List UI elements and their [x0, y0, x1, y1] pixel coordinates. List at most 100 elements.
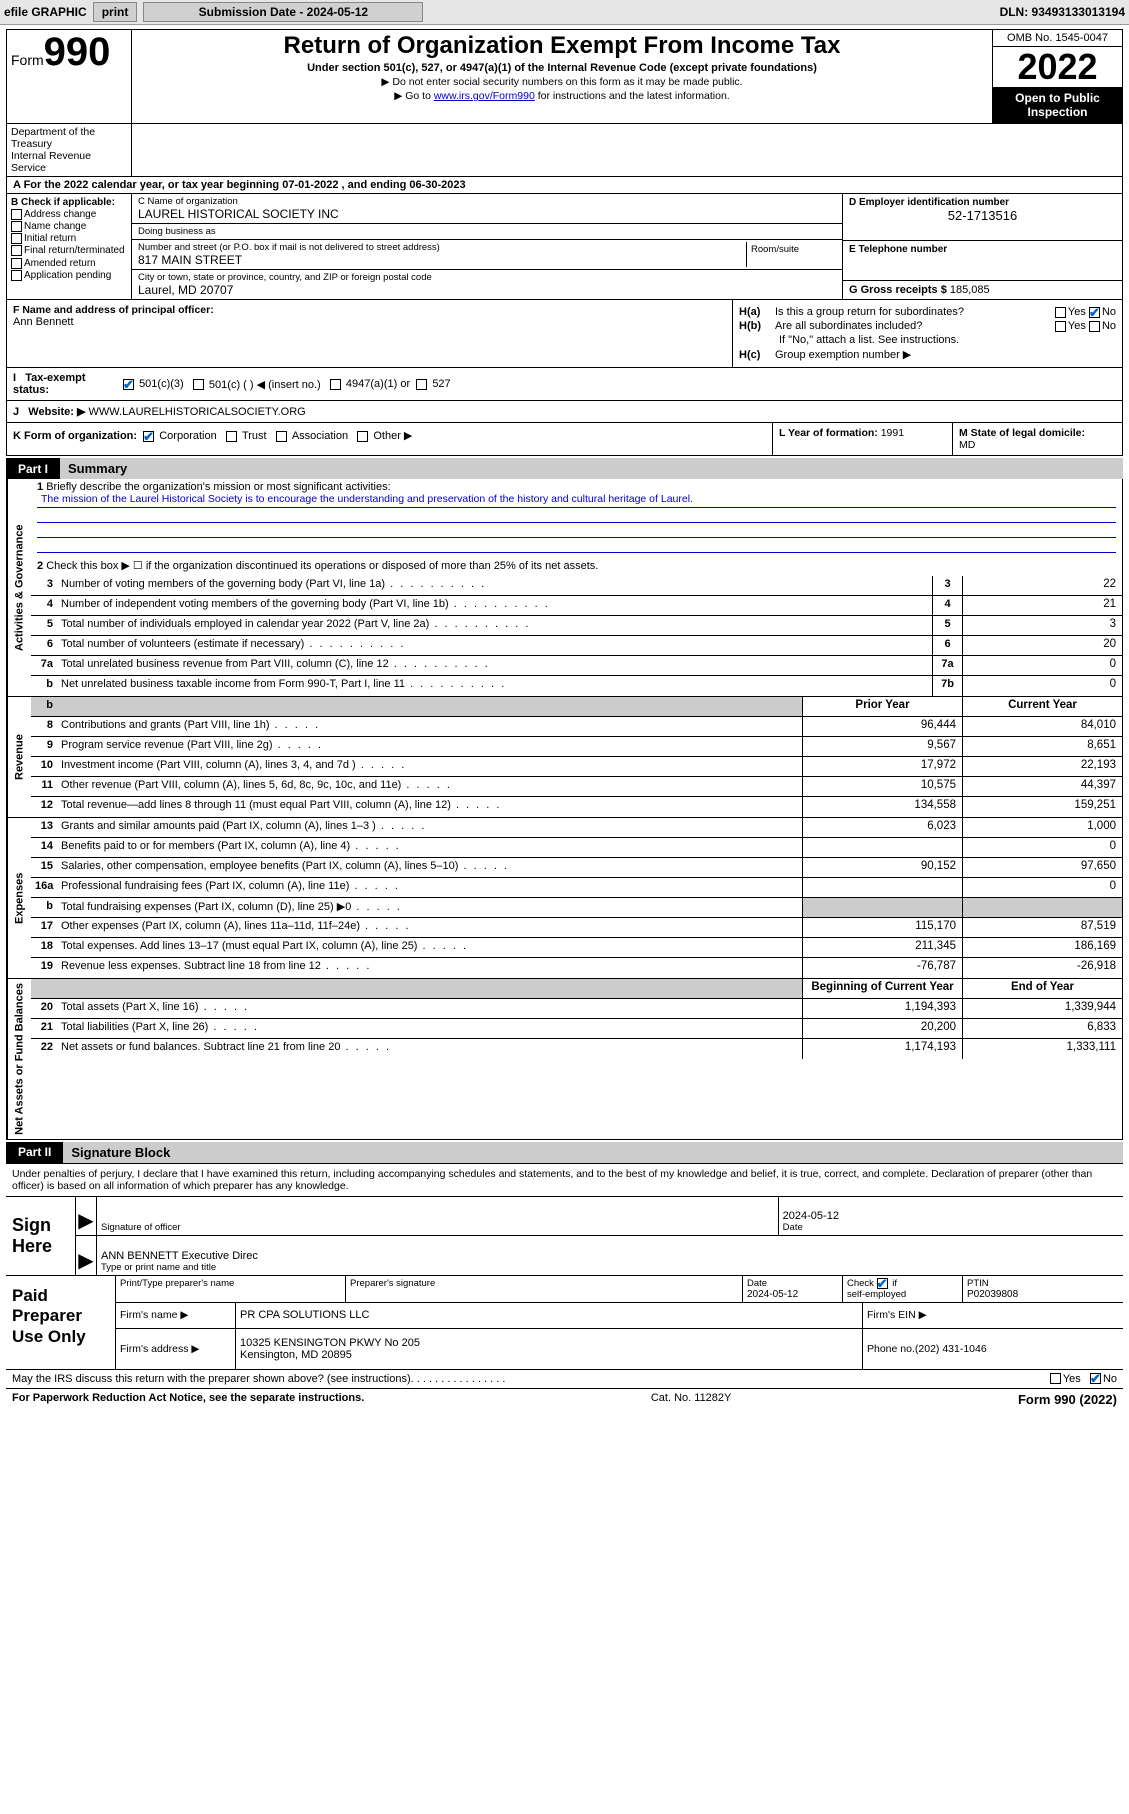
city-row: City or town, state or province, country… [132, 270, 842, 299]
cb-other[interactable] [357, 431, 368, 442]
paperwork-row: For Paperwork Reduction Act Notice, see … [6, 1389, 1123, 1410]
cb-501c[interactable] [193, 379, 204, 390]
prep-row-3: Firm's address ▶ 10325 KENSINGTON PKWY N… [116, 1329, 1123, 1369]
tax-year-begin: 07-01-2022 [282, 179, 338, 191]
city-value: Laurel, MD 20707 [138, 283, 836, 297]
summary-line-16a: 16aProfessional fundraising fees (Part I… [31, 878, 1122, 898]
ag-rows: 1 Briefly describe the organization's mi… [31, 479, 1122, 696]
firm-phone: Phone no. (202) 431-1046 [863, 1329, 1123, 1369]
h-a: H(a)Is this a group return for subordina… [739, 306, 1116, 318]
part2-num: Part II [6, 1142, 63, 1162]
revenue-block: Revenue b Prior Year Current Year 8Contr… [6, 697, 1123, 818]
discuss-yes[interactable] [1050, 1373, 1061, 1384]
summary-line-18: 18Total expenses. Add lines 13–17 (must … [31, 938, 1122, 958]
row-a: A For the 2022 calendar year, or tax yea… [6, 177, 1123, 194]
summary-line-5: 5Total number of individuals employed in… [31, 616, 1122, 636]
toolbar: efile GRAPHIC print Submission Date - 20… [0, 0, 1129, 25]
col-eoy: End of Year [962, 979, 1122, 998]
ein-value: 52-1713516 [849, 208, 1116, 223]
summary-line-3: 3Number of voting members of the governi… [31, 576, 1122, 596]
org-name: LAUREL HISTORICAL SOCIETY INC [138, 207, 836, 221]
dept-row: Department of the Treasury Internal Reve… [6, 124, 1123, 177]
cb-application-pending[interactable]: Application pending [11, 270, 127, 281]
part1-title: Summary [60, 458, 1123, 479]
website-value: WWW.LAURELHISTORICALSOCIETY.ORG [89, 406, 306, 418]
officer-name-row: ▶ ANN BENNETT Executive Direc Type or pr… [76, 1236, 1123, 1275]
submission-date-button[interactable]: Submission Date - 2024-05-12 [143, 2, 423, 22]
row-l: L Year of formation: 1991 [772, 423, 952, 455]
cb-4947[interactable] [330, 379, 341, 390]
nab-rows: Beginning of Current Year End of Year 20… [31, 979, 1122, 1139]
row-f-h: F Name and address of principal officer:… [6, 300, 1123, 368]
form-word: Form [11, 52, 44, 68]
irs-link[interactable]: www.irs.gov/Form990 [434, 90, 535, 102]
col-boy: Beginning of Current Year [802, 979, 962, 998]
part-2-header: Part II Signature Block [6, 1142, 1123, 1163]
cb-assoc[interactable] [276, 431, 287, 442]
summary-line-8: 8Contributions and grants (Part VIII, li… [31, 717, 1122, 737]
ha-no[interactable] [1089, 307, 1100, 318]
paid-preparer-table: Paid Preparer Use Only Print/Type prepar… [6, 1276, 1123, 1370]
city-label: City or town, state or province, country… [138, 272, 836, 283]
summary-line-6: 6Total number of volunteers (estimate if… [31, 636, 1122, 656]
ein-label: D Employer identification number [849, 197, 1116, 208]
section-b-through-g: B Check if applicable: Address change Na… [6, 194, 1123, 300]
form-body: Form990 Return of Organization Exempt Fr… [0, 25, 1129, 1414]
cb-501c3[interactable] [123, 379, 134, 390]
ha-yes[interactable] [1055, 307, 1066, 318]
row-m: M State of legal domicile:MD [952, 423, 1122, 455]
hb-note: If "No," attach a list. See instructions… [739, 334, 1116, 346]
gross-label: G Gross receipts $ [849, 284, 947, 296]
firm-name: PR CPA SOLUTIONS LLC [236, 1303, 863, 1328]
room-suite: Room/suite [746, 242, 836, 267]
print-button[interactable]: print [93, 2, 138, 22]
gross-value: 185,085 [950, 284, 990, 296]
hb-yes[interactable] [1055, 321, 1066, 332]
q1: 1 Briefly describe the organization's mi… [31, 479, 1122, 557]
instr-1: ▶ Do not enter social security numbers o… [138, 76, 986, 88]
part-1-header: Part I Summary [6, 458, 1123, 479]
dba-row: Doing business as [132, 224, 842, 240]
cb-initial-return[interactable]: Initial return [11, 233, 127, 244]
row-f: F Name and address of principal officer:… [7, 300, 732, 367]
net-assets-block: Net Assets or Fund Balances Beginning of… [6, 979, 1123, 1140]
activities-governance-block: Activities & Governance 1 Briefly descri… [6, 479, 1123, 697]
irs-discuss-row: May the IRS discuss this return with the… [6, 1370, 1123, 1389]
h-b: H(b)Are all subordinates included? Yes N… [739, 320, 1116, 332]
prep-row-2: Firm's name ▶ PR CPA SOLUTIONS LLC Firm'… [116, 1303, 1123, 1329]
cb-amended-return[interactable]: Amended return [11, 258, 127, 269]
summary-line-b: bTotal fundraising expenses (Part IX, co… [31, 898, 1122, 918]
cb-address-change[interactable]: Address change [11, 209, 127, 220]
cb-name-change[interactable]: Name change [11, 221, 127, 232]
row-h: H(a)Is this a group return for subordina… [732, 300, 1122, 367]
summary-line-12: 12Total revenue—add lines 8 through 11 (… [31, 797, 1122, 817]
mission-blank-2 [37, 523, 1116, 538]
addr-value: 817 MAIN STREET [138, 253, 746, 267]
cat-no: Cat. No. 11282Y [651, 1392, 732, 1407]
summary-line-14: 14Benefits paid to or for members (Part … [31, 838, 1122, 858]
summary-line-9: 9Program service revenue (Part VIII, lin… [31, 737, 1122, 757]
cb-self-employed[interactable] [877, 1278, 888, 1289]
summary-line-17: 17Other expenses (Part IX, column (A), l… [31, 918, 1122, 938]
cb-527[interactable] [416, 379, 427, 390]
title-cell: Return of Organization Exempt From Incom… [132, 30, 992, 123]
officer-name-cell: ANN BENNETT Executive Direc Type or prin… [96, 1236, 1123, 1275]
cb-final-return[interactable]: Final return/terminated [11, 245, 127, 256]
cb-corp[interactable] [143, 431, 154, 442]
subtitle: Under section 501(c), 527, or 4947(a)(1)… [138, 62, 986, 74]
summary-line-22: 22Net assets or fund balances. Subtract … [31, 1039, 1122, 1059]
summary-line-7a: 7aTotal unrelated business revenue from … [31, 656, 1122, 676]
officer-label: F Name and address of principal officer: [13, 304, 726, 316]
firm-address: 10325 KENSINGTON PKWY No 205Kensington, … [236, 1329, 863, 1369]
nab-header-row: Beginning of Current Year End of Year [31, 979, 1122, 999]
discuss-no[interactable] [1090, 1373, 1101, 1384]
hb-no[interactable] [1089, 321, 1100, 332]
address-row: Number and street (or P.O. box if mail i… [132, 240, 842, 270]
arrow-icon: ▶ [76, 1197, 96, 1236]
col-c: C Name of organization LAUREL HISTORICAL… [132, 194, 842, 299]
efile-label: efile GRAPHIC [4, 5, 87, 19]
form-number-footer: Form 990 (2022) [1018, 1392, 1117, 1407]
paperwork-notice: For Paperwork Reduction Act Notice, see … [12, 1392, 364, 1407]
cb-trust[interactable] [226, 431, 237, 442]
col-prior-year: Prior Year [802, 697, 962, 716]
